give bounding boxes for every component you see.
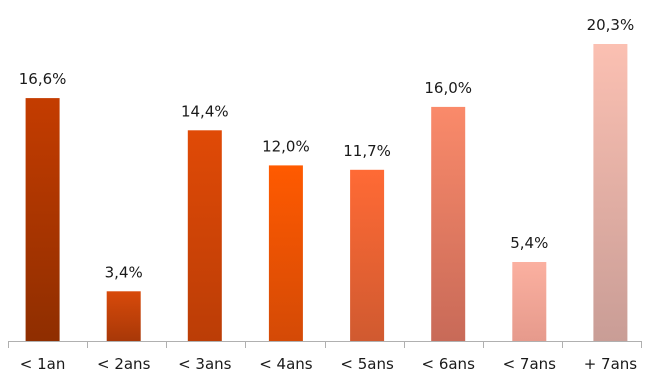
bar-4 [268, 165, 303, 341]
bar-3 [187, 130, 222, 341]
data-label-1: 16,6% [19, 70, 67, 88]
data-label-2: 3,4% [105, 263, 143, 281]
data-label-4: 12,0% [262, 137, 310, 155]
data-label-8: 20,3% [587, 16, 635, 34]
x-tick-labels-group: < 1an < 2ans < 3ans < 4ans < 5ans < 6ans < 7an… [20, 355, 637, 373]
bar-8 [593, 44, 628, 341]
x-tick-label-3: < 3ans [178, 355, 232, 373]
x-tick-label-6: < 6ans [421, 355, 475, 373]
bar-2 [106, 291, 141, 341]
data-label-6: 16,0% [424, 79, 472, 97]
data-labels-group: 16,6% 3,4% 14,4% 12,0% 11,7% 16,0% 5,4% 20,3% [19, 16, 634, 281]
data-label-7: 5,4% [510, 234, 548, 252]
bars-group [25, 44, 628, 342]
bar-5 [350, 169, 385, 341]
bar-6 [431, 106, 466, 342]
x-ticks-group [8, 341, 642, 348]
x-tick-label-8: + 7ans [584, 355, 638, 373]
x-tick-label-4: < 4ans [259, 355, 313, 373]
x-tick-label-1: < 1an [20, 355, 66, 373]
data-label-5: 11,7% [343, 142, 391, 160]
bar-1 [25, 98, 60, 341]
bar-7 [512, 262, 547, 341]
x-tick-label-7: < 7ans [503, 355, 557, 373]
x-tick-label-5: < 5ans [340, 355, 394, 373]
data-label-3: 14,4% [181, 102, 229, 120]
x-tick-label-2: < 2ans [97, 355, 151, 373]
